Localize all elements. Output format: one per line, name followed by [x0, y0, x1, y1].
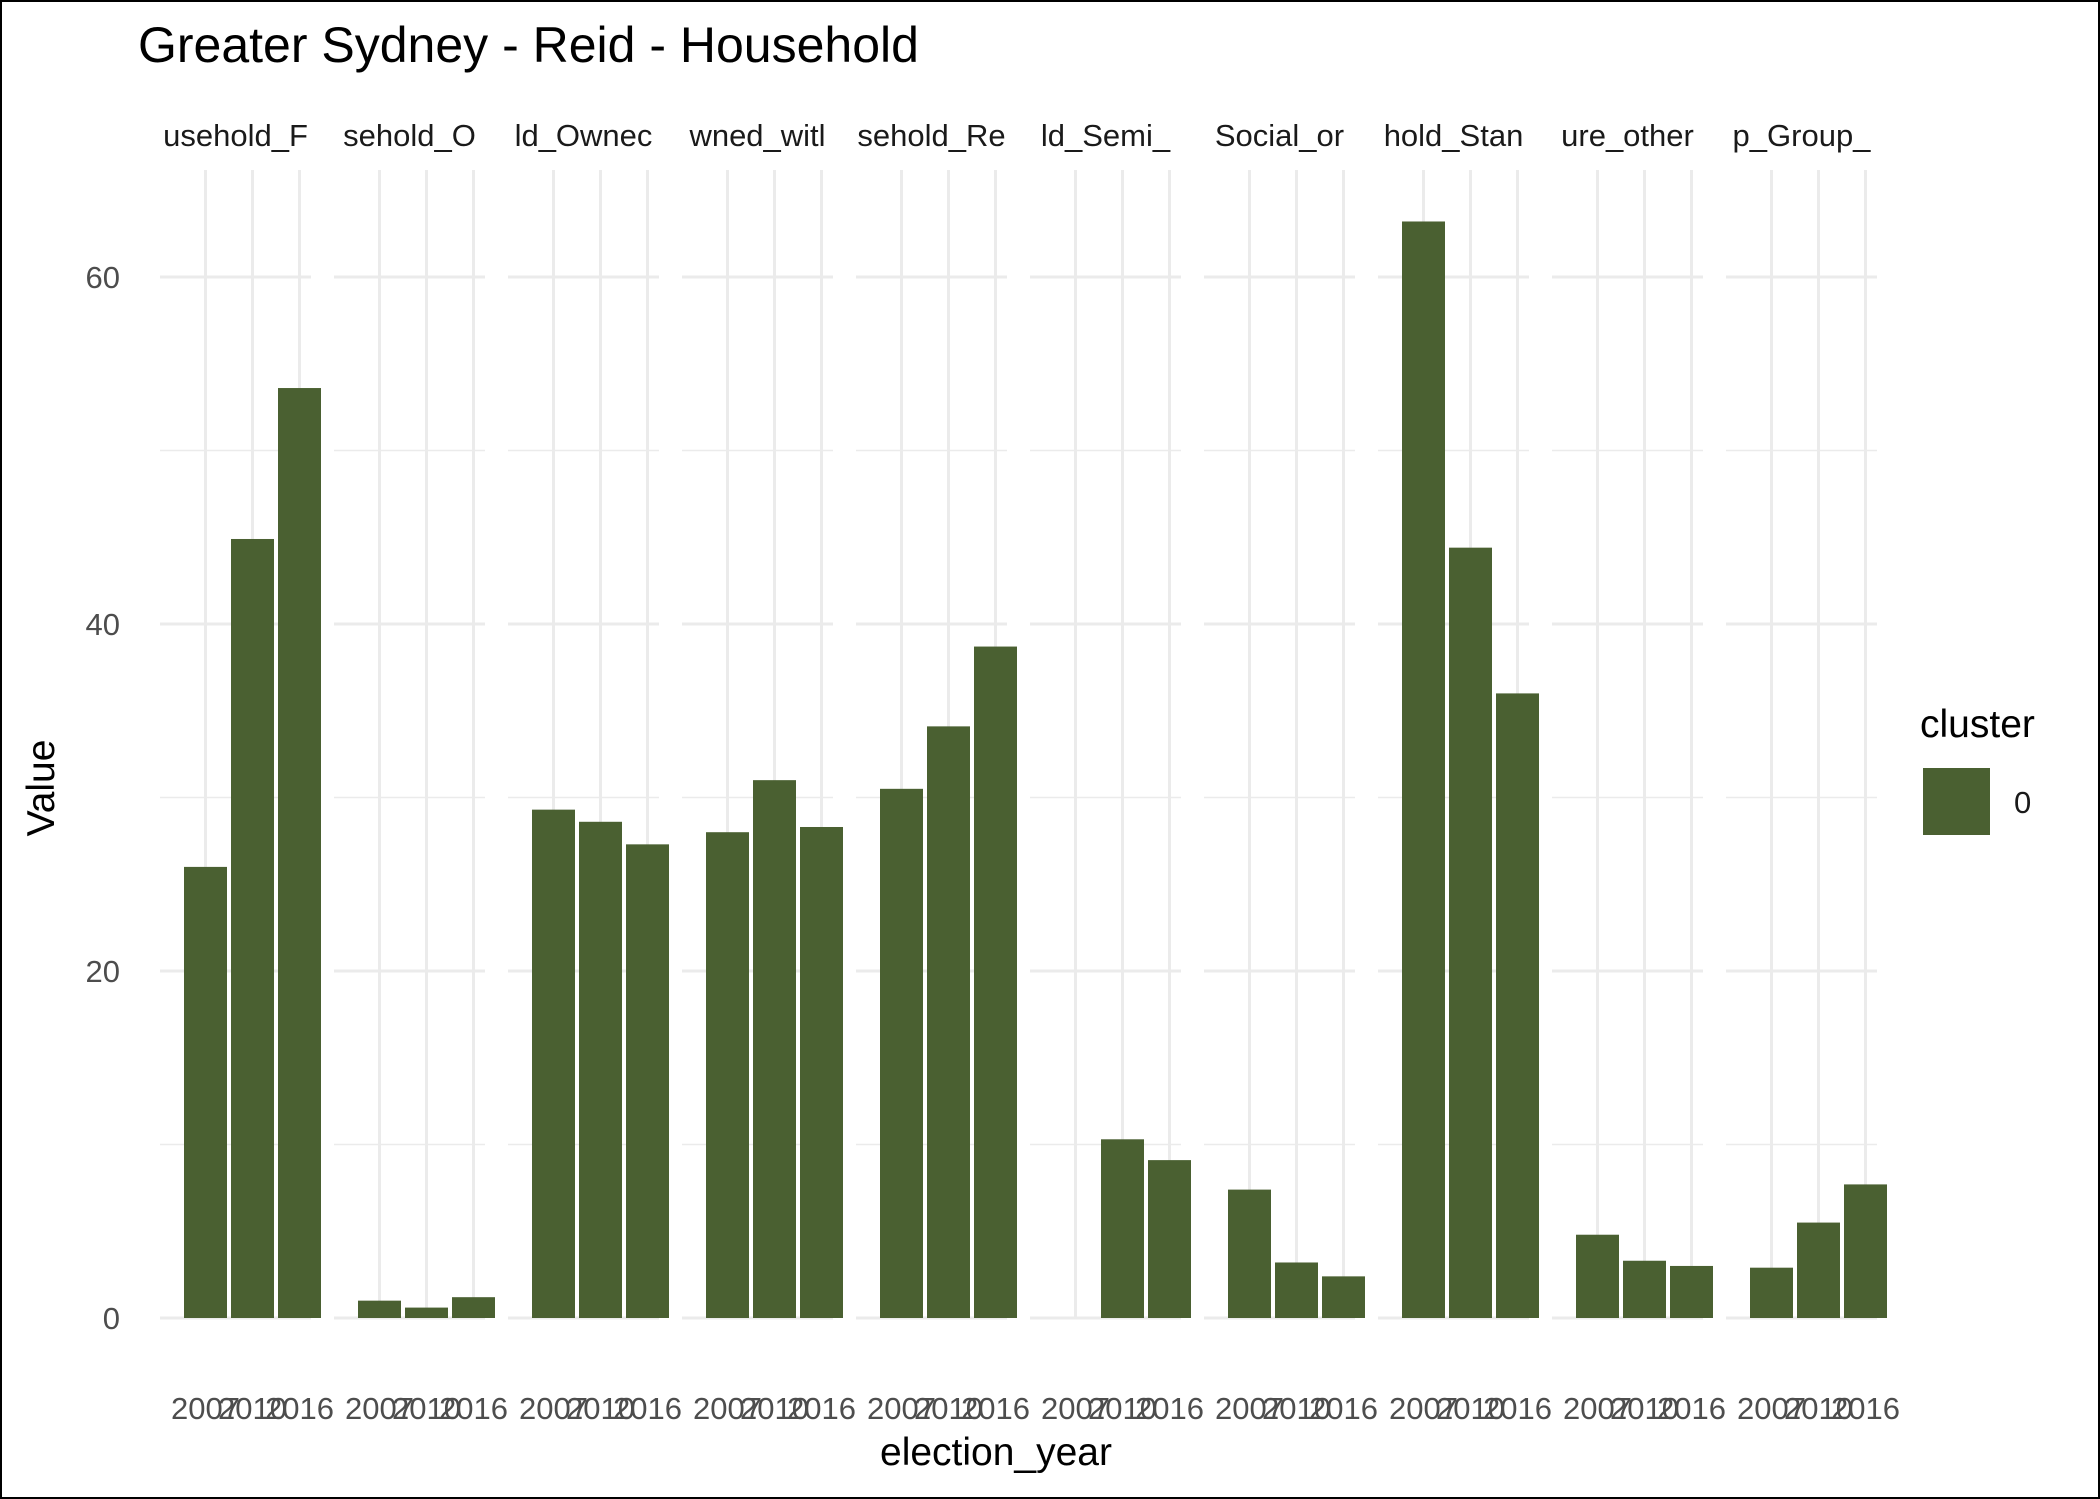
x-tick-label: 2016	[1309, 1391, 1378, 1426]
x-tick-label: 2010	[1610, 1391, 1679, 1426]
bar	[1402, 221, 1445, 1319]
bar	[532, 809, 575, 1318]
facet-strip-label: p_Group_	[1733, 118, 1872, 153]
x-tick-label: 2016	[961, 1391, 1030, 1426]
x-tick-label: 2016	[1831, 1391, 1900, 1426]
x-tick-label: 2010	[1262, 1391, 1331, 1426]
bar	[579, 821, 622, 1318]
bar	[1449, 547, 1492, 1318]
bar	[800, 826, 843, 1318]
bar	[1275, 1262, 1318, 1318]
bar	[1797, 1222, 1840, 1318]
y-axis-ticks: 0 20 40 60	[86, 260, 120, 1336]
bar	[1322, 1276, 1365, 1318]
bar	[184, 866, 227, 1318]
y-tick-label: 60	[86, 260, 120, 295]
bar	[278, 388, 321, 1318]
facet-panels: usehold_F200720102016sehold_O20072010201…	[160, 118, 1900, 1426]
bar	[358, 1300, 401, 1318]
x-tick-label: 2007	[1215, 1391, 1284, 1426]
bar	[1623, 1260, 1666, 1318]
bar	[974, 646, 1017, 1318]
y-tick-label: 40	[86, 607, 120, 642]
x-tick-label: 2016	[439, 1391, 508, 1426]
x-tick-label: 2016	[1483, 1391, 1552, 1426]
bar	[452, 1297, 495, 1318]
x-tick-label: 2007	[1389, 1391, 1458, 1426]
x-tick-label: 2016	[1657, 1391, 1726, 1426]
facet-strip-label: ld_Ownec	[515, 118, 653, 153]
legend-label-0: 0	[2014, 785, 2031, 820]
y-tick-label: 0	[103, 1301, 120, 1336]
bar	[1844, 1184, 1887, 1318]
bar	[1148, 1160, 1191, 1318]
x-tick-label: 2007	[345, 1391, 414, 1426]
x-tick-label: 2007	[171, 1391, 240, 1426]
chart-title: Greater Sydney - Reid - Household	[138, 17, 919, 73]
x-tick-label: 2016	[1135, 1391, 1204, 1426]
bar	[405, 1307, 448, 1318]
x-tick-label: 2007	[1563, 1391, 1632, 1426]
bar	[753, 780, 796, 1318]
bar	[1228, 1189, 1271, 1318]
x-tick-label: 2010	[914, 1391, 983, 1426]
x-tick-label: 2007	[867, 1391, 936, 1426]
x-tick-label: 2010	[566, 1391, 635, 1426]
legend-title: cluster	[1920, 703, 2035, 746]
bar	[880, 788, 923, 1318]
x-tick-label: 2010	[1088, 1391, 1157, 1426]
x-tick-label: 2016	[613, 1391, 682, 1426]
x-tick-label: 2007	[1041, 1391, 1110, 1426]
bar	[231, 538, 274, 1318]
bar	[1496, 693, 1539, 1318]
x-tick-label: 2010	[1784, 1391, 1853, 1426]
bar	[1670, 1265, 1713, 1318]
facet-strip-label: Social_or	[1215, 118, 1344, 153]
x-tick-label: 2016	[787, 1391, 856, 1426]
bar	[1101, 1139, 1144, 1318]
y-tick-label: 20	[86, 954, 120, 989]
facet-strip-label: ld_Semi_	[1041, 118, 1171, 153]
x-tick-label: 2010	[740, 1391, 809, 1426]
x-tick-label: 2007	[519, 1391, 588, 1426]
bar	[1576, 1234, 1619, 1318]
x-tick-label: 2010	[392, 1391, 461, 1426]
y-axis-title: Value	[20, 740, 63, 837]
bar	[706, 832, 749, 1318]
facet-strip-label: hold_Stan	[1384, 118, 1524, 153]
legend-key-swatch	[1923, 768, 1990, 835]
bar	[626, 844, 669, 1318]
facet-strip-label: sehold_O	[343, 118, 476, 153]
x-tick-label: 2010	[218, 1391, 287, 1426]
x-tick-label: 2010	[1436, 1391, 1505, 1426]
bar	[1750, 1267, 1793, 1318]
facet-strip-label: wned_witl	[688, 118, 825, 153]
x-tick-label: 2007	[1737, 1391, 1806, 1426]
legend: cluster 0	[1920, 703, 2035, 835]
bar	[927, 726, 970, 1318]
x-axis-title: election_year	[880, 1431, 1112, 1474]
x-tick-label: 2007	[693, 1391, 762, 1426]
x-tick-label: 2016	[265, 1391, 334, 1426]
facet-strip-label: usehold_F	[163, 118, 308, 153]
facet-strip-label: sehold_Re	[857, 118, 1005, 153]
facet-strip-label: ure_other	[1561, 118, 1694, 153]
